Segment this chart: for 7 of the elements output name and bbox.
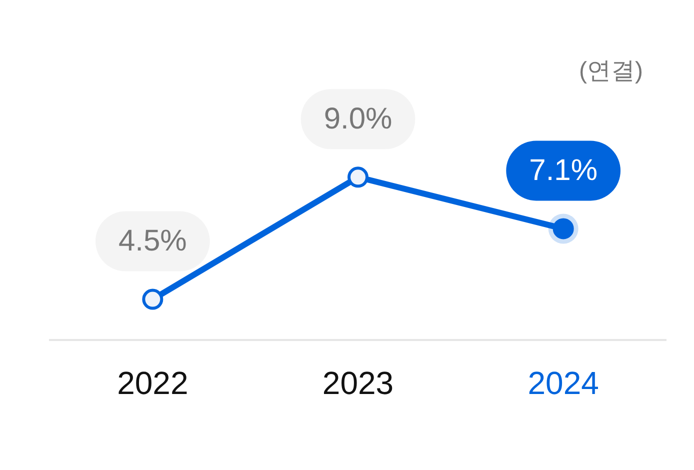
x-tick-label: 2024	[528, 365, 599, 402]
data-label: 9.0%	[324, 102, 392, 136]
text: (연결)	[579, 58, 643, 85]
x-tick-label: 2023	[322, 365, 394, 402]
x-tick-label: 2022	[117, 365, 188, 402]
data-label: 7.1%	[529, 154, 598, 187]
data-label: 4.5%	[118, 224, 187, 258]
